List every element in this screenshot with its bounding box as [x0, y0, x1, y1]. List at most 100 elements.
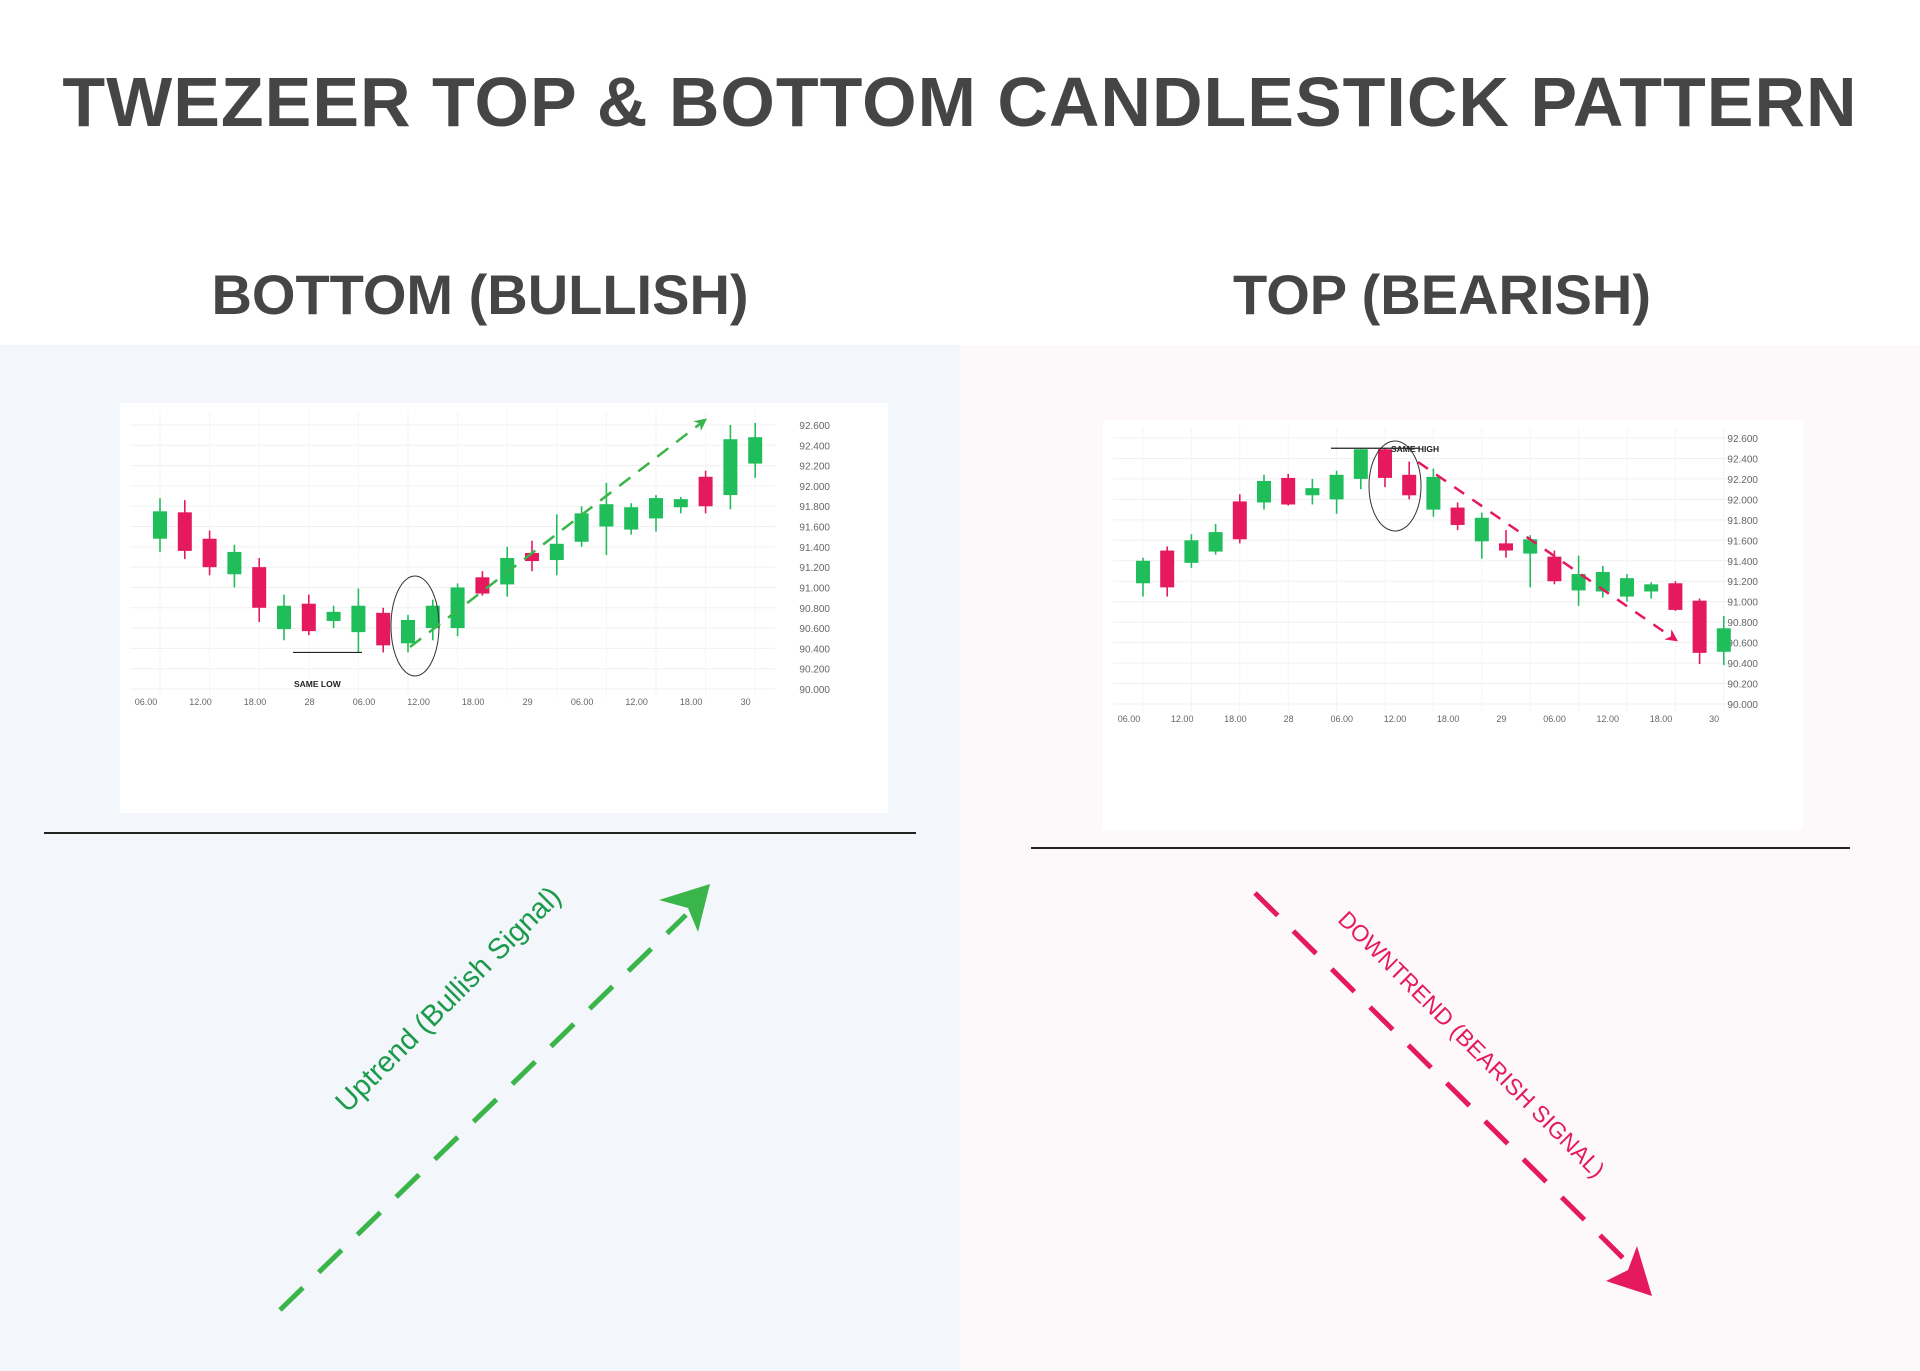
bearish-x-tick-label: 06.00 — [1331, 714, 1354, 724]
bullish-y-tick-label: 92.200 — [799, 462, 830, 473]
bearish-candle-body — [1160, 550, 1175, 588]
bullish-candle — [475, 571, 490, 596]
bearish-y-tick-label: 90.200 — [1727, 680, 1758, 691]
bullish-candle-body — [376, 612, 391, 646]
bearish-candle-body — [1305, 488, 1320, 496]
bullish-candle-body — [624, 507, 639, 530]
bearish-candle-body — [1136, 560, 1150, 584]
bearish-pattern-highlight — [1368, 440, 1422, 532]
bullish-candle-body — [574, 513, 589, 542]
bearish-candle-body — [1426, 476, 1441, 510]
bullish-y-tick-label: 91.400 — [799, 543, 830, 554]
bullish-candle-body — [326, 611, 341, 621]
bullish-x-tick-label: 12.00 — [625, 697, 648, 707]
bearish-candle — [1305, 478, 1320, 505]
bearish-x-tick-label: 18.00 — [1437, 714, 1460, 724]
bullish-candle — [301, 594, 316, 636]
bearish-y-tick-label: 92.600 — [1727, 434, 1758, 445]
bullish-x-tick-label: 12.00 — [189, 697, 212, 707]
bullish-candle-body — [748, 437, 763, 464]
bullish-candle-body — [425, 605, 440, 629]
bullish-candle-body — [599, 504, 614, 527]
bullish-chart-trend-arrow — [409, 418, 707, 648]
bullish-candle — [252, 558, 267, 622]
bearish-x-tick-label: 18.00 — [1224, 714, 1247, 724]
bullish-candle-body — [301, 603, 316, 632]
bearish-candle — [1353, 449, 1368, 490]
bearish-candle — [1208, 523, 1223, 555]
bearish-candle — [1402, 461, 1417, 500]
bullish-y-tick-label: 91.800 — [799, 502, 830, 513]
bullish-y-tick-label: 90.200 — [799, 665, 830, 676]
bearish-candle-body — [1257, 480, 1271, 503]
bullish-candle-body — [351, 605, 366, 633]
bullish-candle — [698, 470, 713, 514]
bullish-candle — [425, 599, 440, 641]
bullish-y-tick-label: 92.400 — [799, 441, 830, 452]
bearish-candle-body — [1450, 507, 1465, 525]
bullish-candle-body — [673, 499, 688, 508]
bearish-y-tick-label: 92.200 — [1727, 475, 1758, 486]
bullish-x-tick-label: 12.00 — [407, 697, 430, 707]
bearish-candle-body — [1378, 449, 1392, 478]
bullish-chart-card: 92.600 92.400 92.200 92.000 91.800 91.600 91.4… — [120, 403, 888, 813]
bullish-candle-body — [450, 587, 465, 629]
bullish-candle — [351, 588, 366, 653]
bullish-y-tick-label: 90.000 — [799, 685, 830, 696]
bearish-candle — [1595, 565, 1610, 598]
bullish-y-tick-label: 91.600 — [799, 523, 830, 534]
uptrend-label: Uptrend (Bullish Signal) — [330, 881, 568, 1119]
bearish-chart-trend-arrow — [1417, 460, 1679, 642]
bearish-candle-body — [1668, 583, 1683, 610]
bullish-candle-body — [475, 577, 490, 594]
bearish-pattern-label: SAME HIGH — [1391, 444, 1439, 454]
bearish-y-tick-label: 91.400 — [1727, 557, 1758, 568]
bullish-candlestick-chart: 92.600 92.400 92.200 92.000 91.800 91.600 91.4… — [130, 411, 830, 707]
downtrend-arrow-line — [1253, 891, 1632, 1267]
bullish-candle — [549, 514, 564, 576]
bullish-candle-body — [153, 511, 167, 539]
bearish-y-tick-label: 90.800 — [1727, 618, 1758, 629]
bearish-candle-body — [1571, 574, 1586, 591]
bearish-candle — [1136, 557, 1150, 597]
bearish-candlestick-chart: 92.600 92.400 92.200 92.000 91.800 91.600 91.4… — [1113, 428, 1758, 724]
bearish-candle-body — [1499, 543, 1513, 551]
bearish-x-tick-label: 18.00 — [1650, 714, 1673, 724]
bearish-candle — [1232, 494, 1247, 544]
bearish-candle — [1450, 502, 1465, 531]
bearish-candle-body — [1402, 474, 1417, 496]
bearish-candle — [1499, 530, 1513, 558]
bullish-y-tick-label: 92.600 — [799, 421, 830, 432]
bullish-candle-body — [525, 552, 539, 562]
bearish-x-tick-label: 06.00 — [1118, 714, 1141, 724]
bullish-x-tick-label: 06.00 — [135, 697, 158, 707]
uptrend-arrow-line — [278, 913, 688, 1312]
bullish-y-tick-label: 91.200 — [799, 563, 830, 574]
bearish-candle-body — [1353, 449, 1368, 479]
bullish-x-tick-label: 28 — [305, 697, 315, 707]
bearish-y-tick-label: 92.000 — [1727, 495, 1758, 506]
bullish-x-tick-label: 29 — [523, 697, 533, 707]
bullish-pattern-label: SAME LOW — [294, 679, 342, 689]
bearish-candle-body — [1232, 501, 1247, 540]
bearish-x-tick-label: 06.00 — [1543, 714, 1566, 724]
bearish-candle-body — [1716, 628, 1731, 652]
bearish-candle-body — [1184, 540, 1199, 563]
bullish-chart-baseline — [44, 832, 916, 834]
bearish-candle — [1571, 555, 1586, 606]
bullish-candle-body — [202, 538, 217, 568]
bearish-candle-body — [1208, 532, 1223, 552]
downtrend-label: DOWNTREND (BEARISH SIGNAL) — [1333, 906, 1610, 1183]
bullish-y-tick-label: 90.600 — [799, 624, 830, 635]
bearish-candle — [1329, 470, 1344, 514]
bearish-candle — [1378, 448, 1392, 488]
bullish-candle — [525, 540, 539, 572]
bearish-candle — [1620, 574, 1634, 602]
bearish-candle-body — [1692, 600, 1707, 653]
bearish-y-tick-label: 91.600 — [1727, 536, 1758, 547]
bullish-candle — [227, 544, 242, 588]
bullish-y-tick-label: 90.400 — [799, 644, 830, 655]
bullish-candle-body — [649, 498, 663, 519]
bullish-candle-body — [177, 512, 192, 551]
